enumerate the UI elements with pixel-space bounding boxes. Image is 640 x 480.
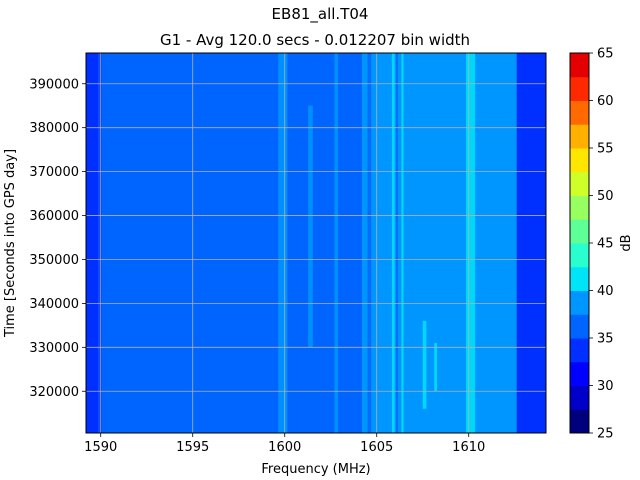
colorbar-tick-label: 30 [597,379,614,394]
y-tick-label: 360000 [29,209,79,224]
chart-title: EB81_all.T04 [272,5,369,24]
colorbar-tick-label: 50 [597,189,614,204]
heatmap-bands [86,53,546,433]
colorbar-tick-label: 45 [597,237,614,252]
plot-frame [85,52,547,434]
colorbar-segment [570,148,589,173]
heatmap-feature [401,53,404,433]
heatmap-feature [396,53,398,433]
colorbar-segment [570,290,589,315]
y-tick-label: 320000 [29,385,79,400]
colorbar-segment [570,195,589,220]
colorbar-segment [570,266,589,291]
colorbar-segment [570,409,589,434]
plot-area: 1590 1595 1600 1605 1610 3200003300003400003… [29,52,547,455]
y-tick-label: 380000 [29,121,79,136]
y-tick-label: 370000 [29,165,79,180]
colorbar-tick-label: 35 [597,332,614,347]
x-tick-label: 1610 [452,440,485,455]
grid-lines [86,53,546,433]
y-tick-label: 350000 [29,253,79,268]
chart-subtitle: G1 - Avg 120.0 secs - 0.012207 bin width [160,31,470,49]
heatmap-feature [367,53,372,433]
colorbar-segment [570,361,589,386]
y-tick-label: 390000 [29,77,79,92]
heatmap-feature [308,105,313,348]
colorbar-segment [570,76,589,101]
colorbar-segment [570,338,589,363]
heatmap-band [516,53,546,433]
heatmap-feature [434,342,437,392]
x-axis-label: Frequency (MHz) [261,462,370,477]
y-axis-ticks: 320000 330000 340000 350000 360000 370000 3800… [29,77,86,400]
colorbar-segment [570,219,589,244]
heatmap-feature [334,53,339,433]
heatmap-band [86,53,99,433]
y-tick-label: 330000 [29,341,79,356]
x-tick-label: 1595 [176,440,209,455]
colorbar-tick-label: 40 [597,284,614,299]
heatmap-feature [465,53,476,433]
x-tick-label: 1590 [84,440,117,455]
x-tick-label: 1600 [268,440,301,455]
colorbar-segment [570,124,589,149]
colorbar-tick-label: 60 [597,94,614,109]
y-axis-label: Time [Seconds into GPS day] [3,149,18,338]
colorbar-segment [570,243,589,268]
colorbar-segment [570,53,589,78]
heatmap-feature [484,53,490,433]
x-tick-label: 1605 [360,440,393,455]
colorbar-ticks: 25 30 35 40 45 50 55 60 65 [589,47,614,442]
heatmap-feature [422,320,427,409]
colorbar-segment [570,171,589,196]
heatmap-band [98,53,362,433]
colorbar-segments [570,53,589,434]
colorbar-segment [570,385,589,410]
heatmap-band [362,53,517,433]
heatmap-feature [391,53,395,433]
colorbar-tick-label: 25 [597,427,614,442]
heatmap-feature [278,53,288,433]
colorbar-segment [570,100,589,125]
colorbar: 25 30 35 40 45 50 55 60 65 [569,47,614,442]
colorbar-tick-label: 55 [597,142,614,157]
x-axis-ticks: 1590 1595 1600 1605 1610 [84,433,485,455]
colorbar-segment [570,314,589,339]
colorbar-tick-label: 65 [597,47,614,62]
y-tick-label: 340000 [29,297,79,312]
colorbar-label: dB [619,234,634,251]
